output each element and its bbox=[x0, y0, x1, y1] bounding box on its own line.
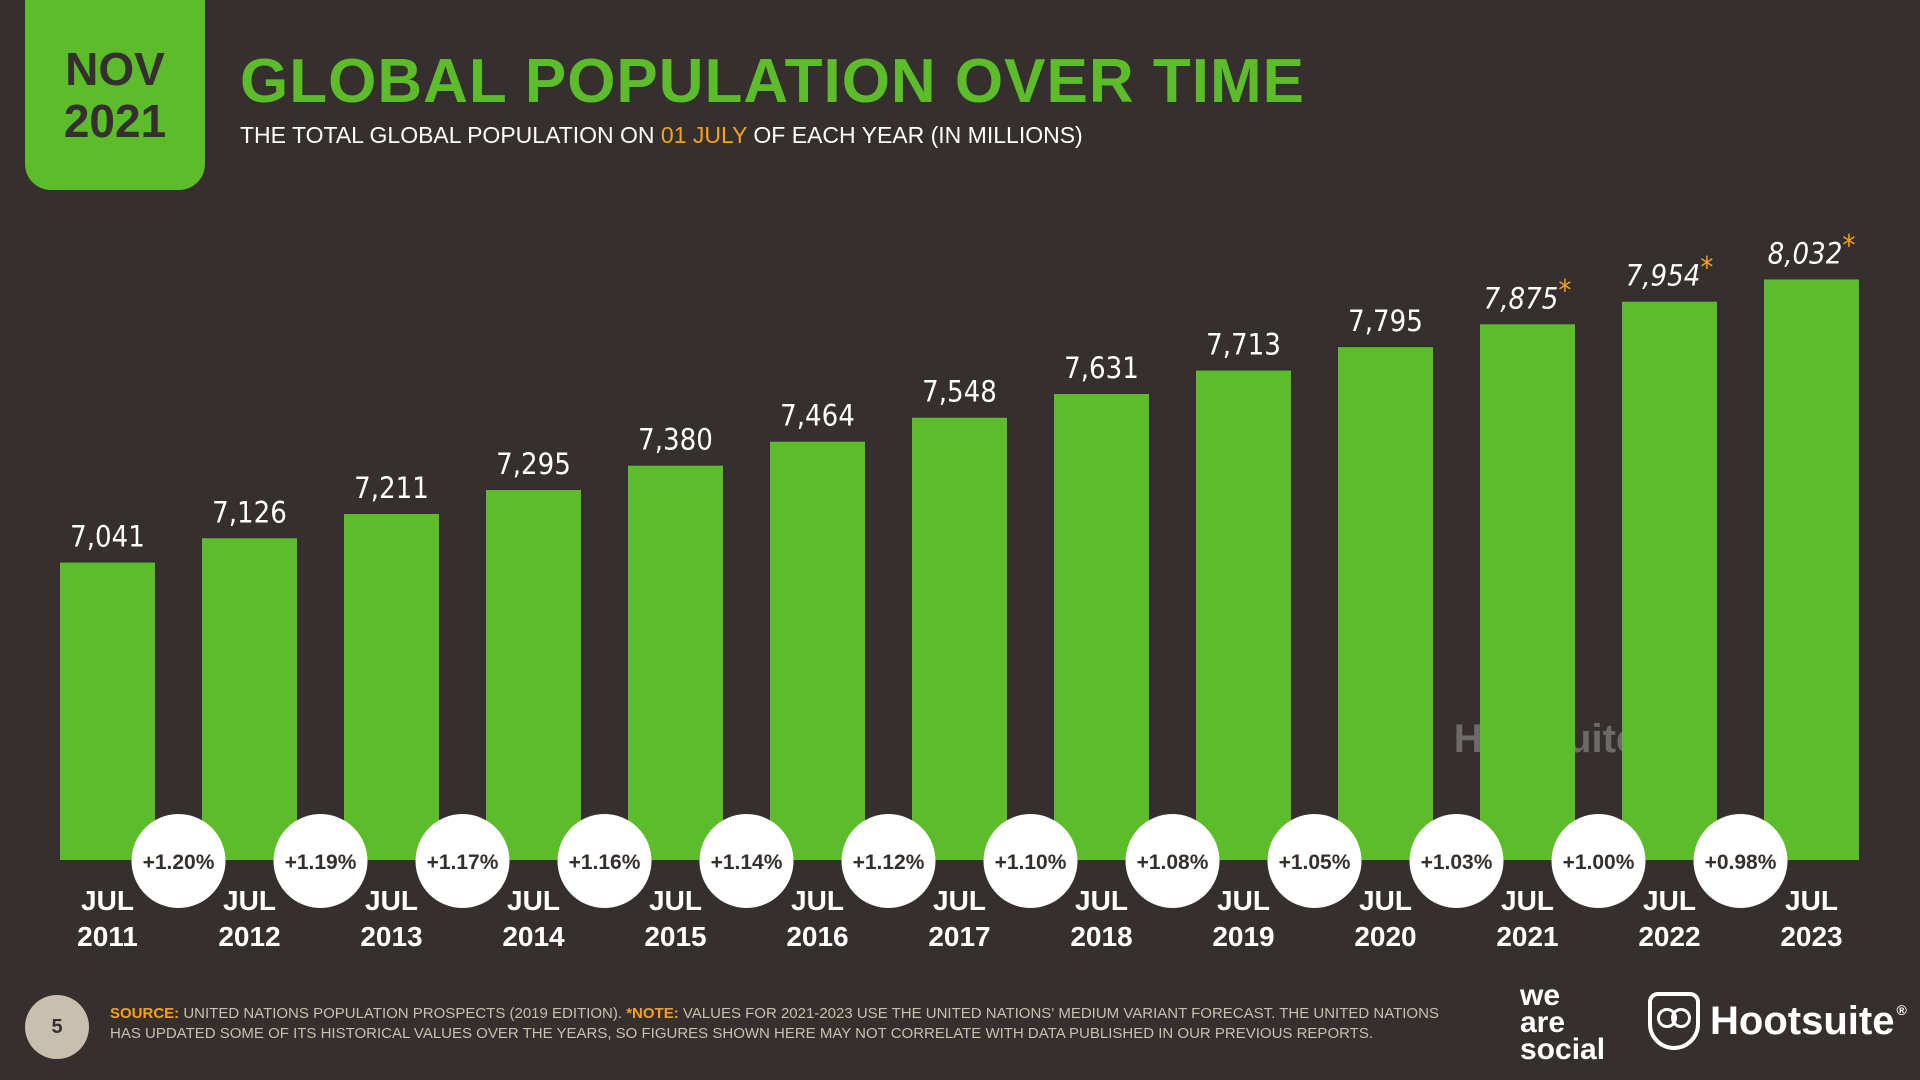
growth-label: +1.05% bbox=[1279, 851, 1351, 874]
value-label: 7,211 bbox=[354, 471, 429, 505]
we-are-social-logo: we are social bbox=[1520, 979, 1606, 1066]
footer-note: SOURCE: UNITED NATIONS POPULATION PROSPE… bbox=[110, 1004, 1470, 1044]
value-label: 7,126 bbox=[212, 495, 287, 529]
x-tick-month: JUL bbox=[81, 885, 134, 916]
growth-bubble bbox=[415, 814, 510, 908]
hootsuite-logo: Hootsuite ® bbox=[1648, 992, 1907, 1050]
value-label: 7,295 bbox=[496, 447, 571, 481]
growth-label: +1.03% bbox=[1421, 851, 1493, 874]
x-tick-year: 2022 bbox=[1638, 921, 1700, 952]
growth-label: +0.98% bbox=[1705, 851, 1777, 874]
bar-2019 bbox=[1196, 370, 1291, 860]
x-tick-month: JUL bbox=[507, 885, 560, 916]
x-tick-year: 2021 bbox=[1496, 921, 1558, 952]
x-tick-year: 2011 bbox=[77, 921, 138, 952]
source-text: UNITED NATIONS POPULATION PROSPECTS (201… bbox=[179, 1005, 627, 1022]
growth-bubble bbox=[841, 814, 936, 908]
x-tick-year: 2015 bbox=[644, 921, 706, 952]
badge-month: NOV bbox=[65, 43, 165, 95]
value-label: 7,041 bbox=[70, 520, 145, 554]
growth-label: +1.14% bbox=[711, 851, 783, 874]
growth-label: +1.17% bbox=[427, 851, 499, 874]
bar-2013 bbox=[344, 514, 439, 860]
value-label: 7,631 bbox=[1064, 351, 1139, 385]
note-text: VALUES FOR 2021-2023 USE THE UNITED NATI… bbox=[110, 1005, 1439, 1042]
value-label: 7,795 bbox=[1348, 304, 1423, 338]
value-label: 7,380 bbox=[638, 423, 713, 457]
growth-label: +1.19% bbox=[285, 851, 357, 874]
note-label: *NOTE: bbox=[626, 1005, 679, 1022]
page-subtitle: THE TOTAL GLOBAL POPULATION ON 01 JULY O… bbox=[240, 122, 1083, 149]
x-tick-year: 2017 bbox=[928, 921, 990, 952]
hootsuite-wordmark: Hootsuite bbox=[1710, 998, 1895, 1043]
bar-2022 bbox=[1622, 301, 1717, 860]
forecast-asterisk: * bbox=[1558, 273, 1571, 307]
bar-2020 bbox=[1338, 347, 1433, 861]
value-label: 8,032* bbox=[1768, 228, 1856, 270]
page-number: 5 bbox=[25, 995, 89, 1059]
growth-label: +1.10% bbox=[995, 851, 1067, 874]
value-label: 7,464 bbox=[780, 399, 855, 433]
bar-2017 bbox=[912, 417, 1007, 860]
page-title: GLOBAL POPULATION OVER TIME bbox=[240, 47, 1305, 116]
x-tick-month: JUL bbox=[1501, 885, 1554, 916]
bar-2023 bbox=[1764, 279, 1859, 860]
growth-bubble bbox=[699, 814, 794, 908]
x-tick-year: 2019 bbox=[1212, 921, 1274, 952]
x-tick-year: 2013 bbox=[360, 921, 422, 952]
growth-label: +1.00% bbox=[1563, 851, 1635, 874]
bar-2016 bbox=[770, 441, 865, 860]
growth-label: +1.20% bbox=[143, 851, 215, 874]
growth-label: +1.12% bbox=[853, 851, 925, 874]
growth-label: +1.08% bbox=[1137, 851, 1209, 874]
growth-bubble bbox=[983, 814, 1078, 908]
forecast-asterisk: * bbox=[1700, 251, 1713, 285]
bar-2015 bbox=[628, 465, 723, 860]
growth-label: +1.16% bbox=[569, 851, 641, 874]
bar-2021 bbox=[1480, 324, 1575, 860]
x-tick-year: 2020 bbox=[1354, 921, 1416, 952]
hootsuite-registered-mark: ® bbox=[1896, 1002, 1907, 1018]
x-tick-month: JUL bbox=[1785, 885, 1838, 916]
x-tick-year: 2014 bbox=[502, 921, 565, 952]
bar-2012 bbox=[202, 538, 297, 860]
growth-bubble bbox=[1267, 814, 1362, 908]
x-tick-month: JUL bbox=[1075, 885, 1128, 916]
x-tick-month: JUL bbox=[1359, 885, 1412, 916]
x-tick-year: 2023 bbox=[1780, 921, 1842, 952]
growth-bubble bbox=[1551, 814, 1646, 908]
subtitle-pre: THE TOTAL GLOBAL POPULATION ON bbox=[240, 122, 661, 148]
value-label: 7,954* bbox=[1626, 251, 1714, 293]
date-badge: NOV 2021 bbox=[25, 0, 205, 190]
x-tick-month: JUL bbox=[649, 885, 702, 916]
x-tick-month: JUL bbox=[1643, 885, 1696, 916]
value-label: 7,875* bbox=[1484, 273, 1572, 315]
growth-bubble bbox=[557, 814, 652, 908]
bar-2018 bbox=[1054, 394, 1149, 860]
x-tick-month: JUL bbox=[223, 885, 276, 916]
x-tick-month: JUL bbox=[1217, 885, 1270, 916]
growth-bubble bbox=[1409, 814, 1504, 908]
source-label: SOURCE: bbox=[110, 1005, 180, 1022]
x-tick-month: JUL bbox=[791, 885, 844, 916]
forecast-asterisk: * bbox=[1842, 228, 1855, 262]
x-tick-year: 2018 bbox=[1070, 921, 1132, 952]
subtitle-post: OF EACH YEAR (IN MILLIONS) bbox=[747, 122, 1083, 148]
bar-2011 bbox=[60, 562, 155, 860]
x-tick-month: JUL bbox=[365, 885, 418, 916]
badge-year: 2021 bbox=[63, 95, 167, 147]
x-tick-year: 2012 bbox=[218, 921, 280, 952]
x-tick-year: 2016 bbox=[786, 921, 848, 952]
owl-icon bbox=[1648, 992, 1700, 1050]
bar-2014 bbox=[486, 490, 581, 860]
growth-bubble bbox=[273, 814, 368, 908]
x-tick-month: JUL bbox=[933, 885, 986, 916]
growth-bubble bbox=[131, 814, 226, 908]
subtitle-highlight: 01 JULY bbox=[660, 122, 748, 148]
growth-bubble bbox=[1693, 814, 1788, 908]
growth-bubble bbox=[1125, 814, 1220, 908]
value-label: 7,548 bbox=[922, 375, 997, 409]
value-label: 7,713 bbox=[1206, 328, 1281, 362]
